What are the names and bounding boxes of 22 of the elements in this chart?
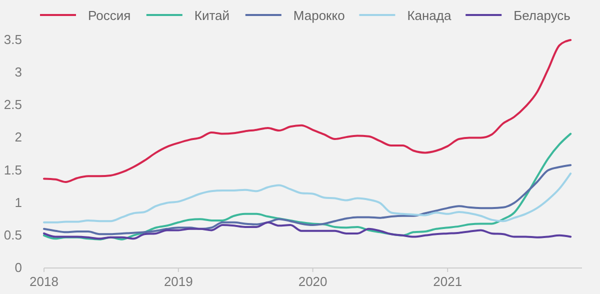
- x-tick-label: 2018: [30, 274, 58, 289]
- y-tick-label: 3.5: [4, 32, 22, 47]
- y-tick-label: 1.5: [4, 162, 22, 178]
- y-tick-label: 2.5: [4, 97, 22, 112]
- x-tick-label: 2021: [433, 274, 462, 289]
- x-tick-label: 2019: [164, 274, 193, 289]
- legend-label: Россия: [88, 8, 131, 23]
- y-tick-label: 2: [14, 130, 22, 145]
- line-series: [43, 164, 572, 236]
- legend-label: Беларусь: [514, 8, 571, 23]
- y-tick-label: 1: [14, 194, 22, 210]
- legend-label: Канада: [407, 8, 452, 23]
- y-tick-label: 3: [14, 64, 22, 80]
- x-tick-label: 2020: [298, 274, 328, 289]
- line-series: [43, 132, 572, 240]
- y-tick-label: 0: [14, 260, 22, 275]
- line-series: [43, 172, 572, 224]
- legend-label: Марокко: [293, 8, 345, 23]
- line-series: [43, 39, 572, 184]
- y-tick-label: 0.5: [4, 227, 22, 242]
- line-series: [43, 221, 572, 240]
- legend-label: Китай: [194, 8, 230, 23]
